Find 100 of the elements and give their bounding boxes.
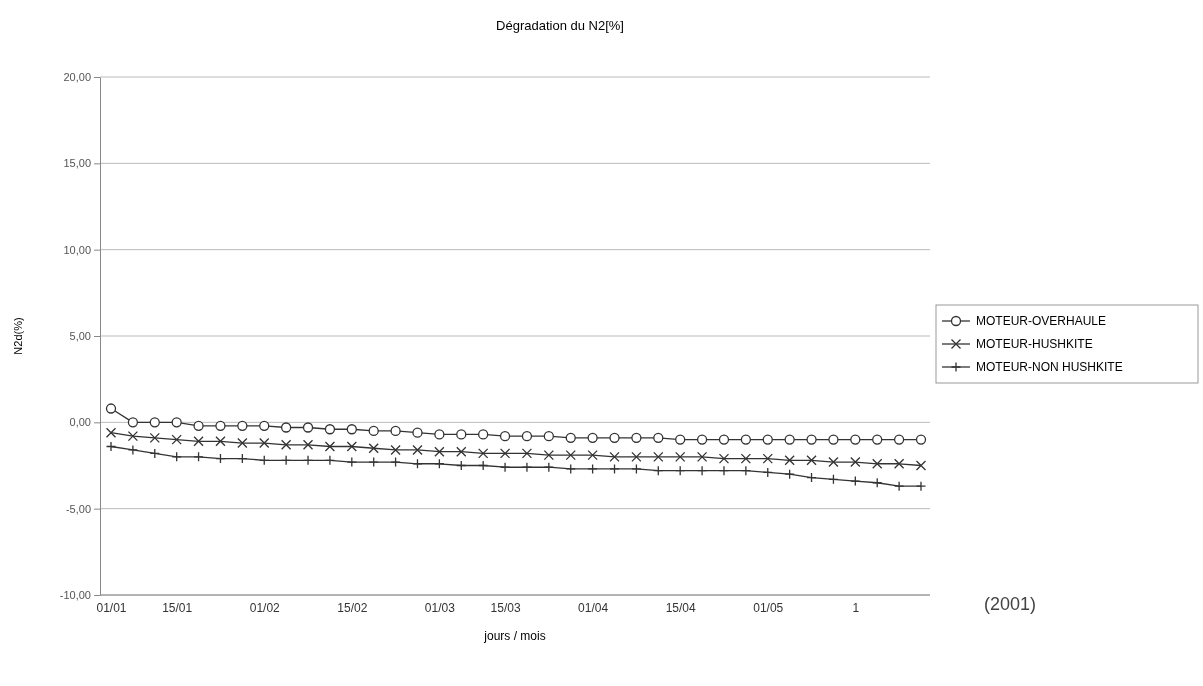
point: [587, 432, 598, 444]
point: [740, 434, 752, 445]
point: [434, 429, 445, 440]
legend-label: MOTEUR-OVERHAULE: [976, 314, 1107, 328]
point: [302, 422, 314, 433]
point: [280, 422, 292, 433]
y-axis-title: N2d(%): [12, 317, 24, 355]
x-tick-label: 15/02: [337, 600, 368, 615]
legend-label: MOTEUR-HUSHKITE: [976, 337, 1093, 351]
point: [828, 456, 839, 468]
point: [675, 451, 686, 463]
x-tick-label: 15/01: [162, 600, 193, 615]
point: [806, 434, 817, 445]
x-tick-label: 15/03: [490, 600, 521, 615]
point: [302, 439, 314, 450]
point: [915, 434, 927, 445]
point: [412, 444, 423, 456]
point: [587, 463, 598, 475]
point: [368, 443, 379, 454]
chart-title: Dégradation du N2[%]: [496, 18, 624, 33]
point: [784, 434, 795, 445]
x-tick-label: 15/04: [665, 600, 697, 615]
point: [259, 437, 270, 449]
point: [543, 449, 554, 461]
point: [872, 434, 883, 445]
point: [718, 434, 730, 445]
point: [193, 436, 204, 447]
point: [499, 431, 511, 442]
point: [346, 424, 357, 435]
point: [324, 424, 336, 435]
point: [390, 425, 401, 437]
point: [193, 451, 204, 463]
point: [696, 451, 708, 463]
point: [762, 453, 773, 464]
point: [653, 451, 664, 463]
y-tick-label: -5,00: [65, 502, 91, 515]
point: [828, 434, 839, 445]
point: [762, 434, 773, 445]
x-tick-label: 01/04: [578, 600, 609, 615]
point: [105, 403, 117, 414]
point: [850, 434, 861, 445]
text: (2001): [983, 594, 1037, 614]
point: [237, 420, 248, 431]
x-tick-label: 01/03: [424, 600, 456, 615]
point: [390, 444, 401, 456]
point: [149, 417, 160, 428]
point: [696, 434, 708, 445]
point: [893, 458, 905, 469]
point: [434, 446, 445, 457]
point: [237, 437, 248, 449]
point: [521, 448, 533, 459]
y-tick-label: 5,00: [69, 330, 91, 343]
point: [149, 432, 160, 444]
point: [478, 429, 489, 440]
point: [893, 434, 905, 445]
point: [784, 455, 795, 466]
x-tick-label: 01/05: [753, 600, 784, 615]
point: [390, 456, 401, 468]
point: [127, 431, 139, 442]
point: [171, 434, 182, 445]
point: [609, 463, 620, 475]
point: [412, 427, 423, 438]
y-tick-label: -10,00: [59, 589, 91, 602]
point: [456, 446, 467, 457]
point: [718, 453, 730, 464]
y-tick-label: 10,00: [63, 243, 91, 256]
x-tick-label: 1: [852, 600, 860, 615]
point: [193, 420, 204, 431]
point: [215, 436, 226, 447]
y-tick-label: 0,00: [69, 416, 91, 429]
point: [127, 417, 139, 428]
point: [565, 449, 576, 461]
point: [872, 458, 883, 469]
point: [346, 441, 357, 452]
point: [653, 432, 664, 444]
point: [850, 456, 861, 468]
point: [609, 432, 620, 444]
point: [259, 420, 270, 431]
x-tick-label: 01/02: [249, 600, 281, 615]
point: [280, 439, 292, 450]
point: [806, 455, 817, 466]
point: [631, 451, 642, 463]
y-tick-label: 20,00: [63, 71, 91, 84]
x-tick-label: 01/01: [96, 600, 127, 615]
point: [368, 425, 379, 437]
y-tick-label: 15,00: [63, 157, 91, 170]
point: [740, 453, 752, 464]
point: [543, 431, 554, 442]
point: [675, 434, 686, 445]
point: [456, 429, 467, 440]
point: [105, 441, 117, 452]
point: [499, 448, 511, 459]
point: [521, 431, 533, 442]
point: [587, 449, 598, 461]
point: [478, 448, 489, 459]
point: [631, 463, 642, 475]
x-axis-title: jours / mois: [483, 629, 546, 643]
point: [631, 432, 642, 444]
point: [915, 460, 927, 471]
point: [609, 451, 620, 463]
